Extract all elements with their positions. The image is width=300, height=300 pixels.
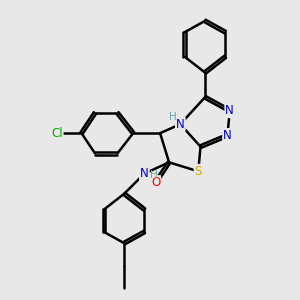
Text: N: N (140, 167, 149, 180)
Text: N: N (176, 118, 185, 131)
Text: N: N (223, 129, 232, 142)
Text: O: O (151, 176, 160, 189)
Text: Cl: Cl (51, 127, 63, 140)
Text: H: H (169, 112, 176, 122)
Text: H: H (150, 170, 158, 180)
Text: S: S (195, 165, 202, 178)
Text: N: N (225, 104, 234, 117)
